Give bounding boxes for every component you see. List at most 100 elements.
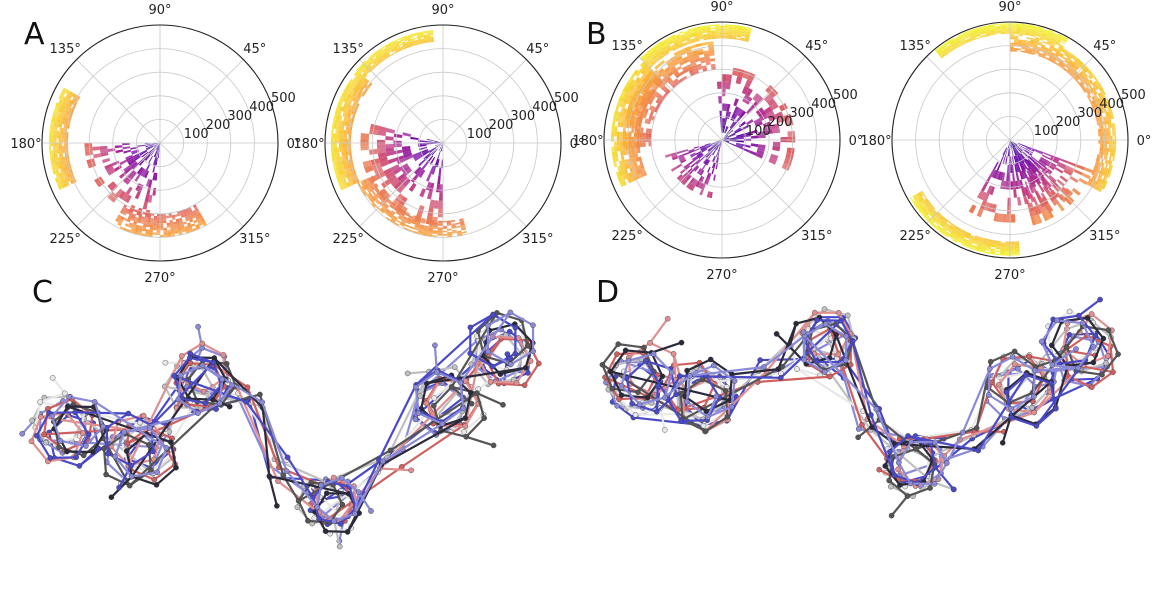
density-cell: [638, 67, 645, 73]
density-cell: [704, 143, 711, 146]
density-cell: [1073, 60, 1079, 65]
density-cell: [421, 161, 429, 170]
density-cell: [724, 27, 729, 29]
density-cell: [643, 51, 648, 56]
density-cell: [428, 226, 434, 229]
atom: [1075, 365, 1081, 371]
density-cell: [355, 72, 361, 78]
density-cell: [632, 80, 638, 87]
density-cell: [699, 182, 704, 190]
density-cell: [123, 149, 131, 154]
density-cell: [967, 240, 973, 244]
density-cell: [1089, 74, 1094, 79]
density-cell: [65, 93, 69, 99]
density-cell: [932, 223, 938, 228]
density-cell: [1101, 179, 1105, 184]
atom: [318, 482, 324, 489]
density-cell: [1042, 185, 1051, 195]
density-cell: [1000, 30, 1006, 33]
density-cell: [639, 160, 643, 165]
density-cell: [1049, 158, 1059, 164]
density-cell: [644, 59, 649, 64]
atom: [64, 448, 70, 455]
density-cell: [1104, 171, 1108, 177]
density-cell: [1099, 170, 1103, 175]
density-cell: [172, 217, 176, 220]
density-cell: [373, 62, 377, 65]
density-cell: [402, 148, 411, 153]
density-cell: [196, 218, 201, 222]
density-cell: [1107, 132, 1109, 137]
density-cell: [973, 27, 979, 31]
density-cell: [1079, 81, 1084, 86]
density-cell: [724, 25, 729, 28]
density-cell: [724, 126, 729, 134]
atom: [670, 351, 677, 357]
density-cell: [368, 82, 373, 87]
density-cell: [713, 143, 718, 148]
density-cell: [1096, 84, 1101, 89]
density-cell: [360, 66, 364, 70]
density-cell: [968, 204, 977, 214]
atom: [72, 409, 78, 416]
density-cell: [1106, 128, 1109, 133]
density-cell: [363, 179, 367, 185]
density-cell: [427, 35, 431, 37]
density-cell: [63, 109, 67, 114]
density-cell: [707, 37, 712, 40]
density-cell: [1098, 187, 1103, 193]
atom: [843, 357, 849, 364]
density-cell: [356, 67, 360, 71]
density-cell: [950, 232, 955, 237]
density-cell: [732, 37, 737, 40]
density-cell: [1015, 30, 1021, 33]
density-cell: [1027, 176, 1034, 185]
density-cell: [654, 107, 659, 113]
density-cell: [975, 34, 981, 38]
density-cell: [60, 138, 63, 143]
density-cell: [1051, 184, 1060, 193]
density-cell: [979, 200, 987, 210]
density-cell: [1016, 23, 1022, 25]
density-cell: [670, 66, 677, 72]
density-cell: [394, 47, 398, 50]
density-cell: [360, 133, 370, 140]
density-cell: [1015, 253, 1021, 256]
atom: [707, 356, 714, 363]
density-cell: [202, 222, 208, 227]
density-cell: [123, 204, 128, 208]
density-cell: [965, 233, 971, 237]
density-cell: [131, 149, 139, 154]
density-cell: [651, 54, 656, 59]
atom: [904, 493, 911, 499]
density-cell: [619, 101, 624, 108]
density-cell: [1111, 148, 1115, 153]
density-cell: [724, 31, 729, 34]
density-cell: [617, 121, 622, 127]
density-cell: [194, 206, 198, 210]
density-cell: [180, 224, 185, 228]
atom: [713, 393, 720, 400]
density-cell: [1025, 42, 1030, 45]
atom: [457, 379, 464, 386]
density-cell: [123, 209, 128, 214]
density-cell: [461, 231, 467, 234]
density-cell: [142, 169, 148, 178]
density-cell: [926, 215, 932, 220]
bond: [610, 370, 731, 402]
density-cell: [621, 169, 626, 176]
density-cell: [412, 230, 418, 234]
density-cell: [56, 181, 60, 187]
density-cell: [1031, 28, 1038, 31]
density-cell: [99, 146, 108, 150]
density-cell: [64, 182, 68, 187]
atom: [128, 473, 135, 480]
density-cell: [67, 90, 71, 95]
density-cell: [438, 200, 443, 210]
density-cell: [426, 173, 432, 182]
density-cell: [1049, 55, 1054, 59]
atom: [647, 340, 653, 346]
density-cell: [976, 208, 984, 218]
density-cell: [403, 45, 407, 48]
density-cell: [1105, 136, 1108, 140]
